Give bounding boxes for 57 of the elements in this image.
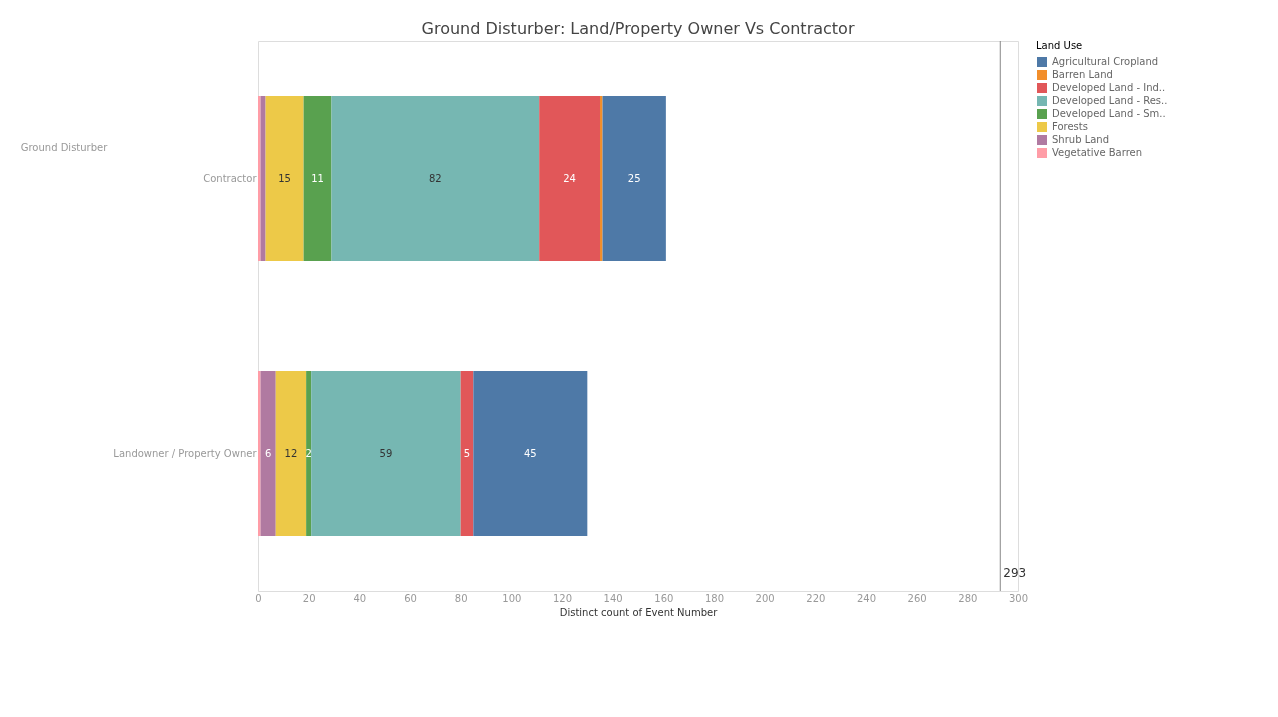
legend-label: Forests <box>1052 121 1088 132</box>
ref-line-label: 293 <box>1003 566 1027 580</box>
x-tick-label: 280 <box>958 592 978 604</box>
data-label: 11 <box>311 172 324 184</box>
x-tick-label: 80 <box>454 592 468 604</box>
bar <box>306 371 312 536</box>
y-tick-label: Landowner / Property Owner <box>113 447 258 459</box>
legend-label: Developed Land - Sm.. <box>1052 108 1166 119</box>
legend-label: Developed Land - Res.. <box>1052 95 1168 106</box>
data-label: 15 <box>278 172 291 184</box>
data-label: 25 <box>627 172 641 184</box>
x-tick-label: 180 <box>704 592 725 604</box>
bar <box>602 96 666 261</box>
bar <box>258 96 261 261</box>
bar <box>265 96 304 261</box>
x-tick-label: 300 <box>1008 592 1029 604</box>
x-tick-label: 200 <box>755 592 775 604</box>
x-tick-label: 100 <box>502 592 522 604</box>
x-tick-label: 120 <box>552 592 573 604</box>
bar <box>258 371 261 536</box>
legend-label: Developed Land - Ind.. <box>1052 82 1166 93</box>
x-tick-label: 40 <box>353 592 367 604</box>
x-tick-label: 60 <box>404 592 417 604</box>
x-tick-label: 140 <box>603 592 623 604</box>
x-tick-label: 220 <box>806 592 826 604</box>
data-label: 45 <box>523 447 537 459</box>
legend-title: Land Use <box>1036 40 1083 51</box>
x-tick-label: 240 <box>856 592 877 604</box>
data-label: 24 <box>563 172 576 184</box>
bar <box>260 371 276 536</box>
data-label: 2 <box>305 447 312 459</box>
bar <box>539 96 600 261</box>
bar <box>275 371 307 536</box>
bar <box>473 371 588 536</box>
x-tick-label: 160 <box>654 592 674 604</box>
data-label: 6 <box>264 447 272 459</box>
bar <box>260 96 266 261</box>
data-label: 12 <box>284 447 298 459</box>
bar <box>331 96 540 261</box>
y-tick-label: Contractor <box>203 172 258 184</box>
chart-title: Ground Disturber: Land/Property Owner Vs Contractor <box>421 18 855 38</box>
x-tick-label: 260 <box>907 592 927 604</box>
legend-label: Vegetative Barren <box>1052 147 1143 158</box>
bar <box>460 371 474 536</box>
legend-label: Shrub Land <box>1052 134 1110 145</box>
bar <box>311 371 461 536</box>
x-axis-title: Distinct count of Event Number <box>559 606 719 618</box>
data-label: 59 <box>379 447 393 459</box>
bar <box>303 96 332 261</box>
data-label: 5 <box>463 447 471 459</box>
x-tick-label: 20 <box>302 592 316 604</box>
bar <box>600 96 603 261</box>
legend-label: Agricultural Cropland <box>1052 56 1159 67</box>
x-tick-label: 0 <box>255 592 262 604</box>
legend-label: Barren Land <box>1052 69 1113 80</box>
data-label: 82 <box>428 172 442 184</box>
y-axis-title: Ground Disturber <box>20 141 109 153</box>
